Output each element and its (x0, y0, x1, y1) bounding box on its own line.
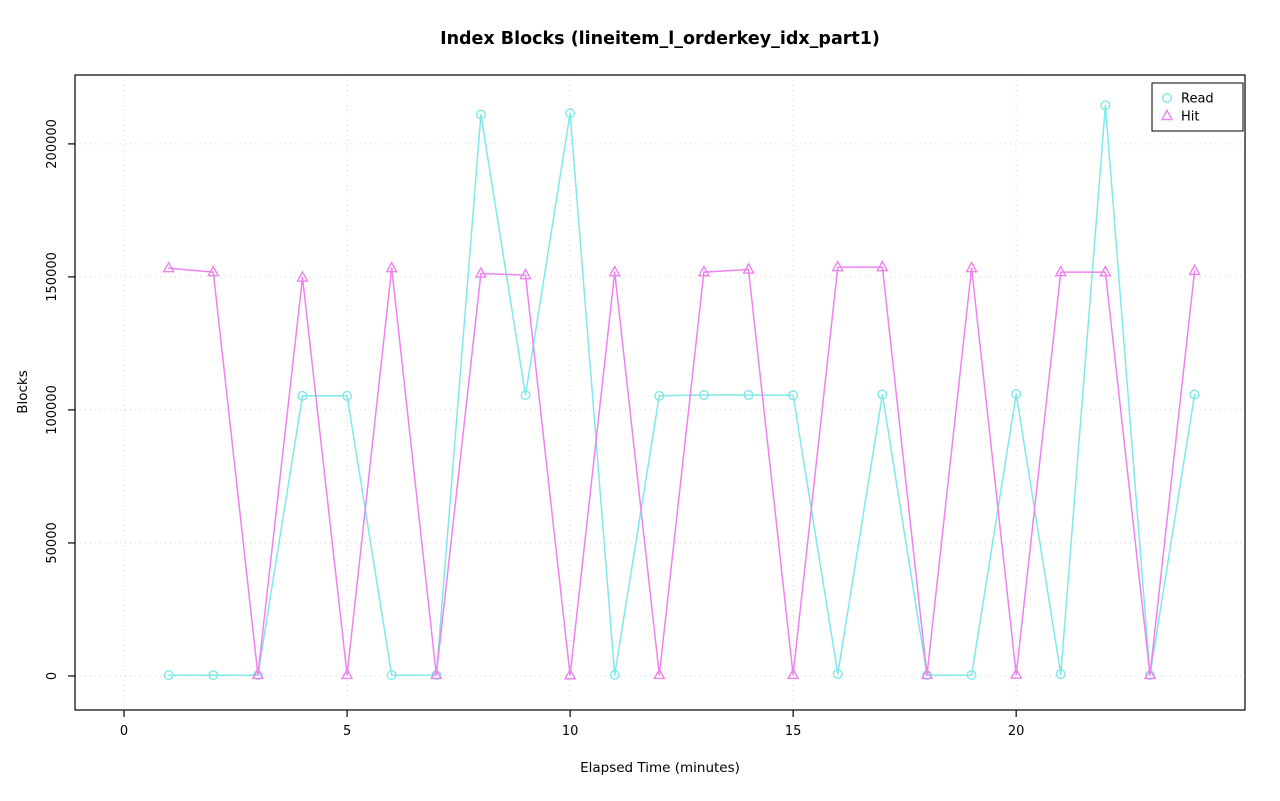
read-marker (788, 390, 799, 401)
hit-marker (831, 260, 844, 272)
hit-marker (385, 261, 398, 273)
hit-marker (1188, 263, 1201, 276)
read-marker (208, 670, 219, 681)
read-marker (342, 390, 353, 401)
read-marker (475, 109, 486, 120)
hit-marker (1099, 265, 1112, 277)
y-axis-title: Blocks (15, 370, 31, 414)
legend-box (1151, 82, 1244, 132)
y-tick-label: 0 (45, 672, 60, 680)
hit-marker (207, 265, 220, 277)
y-tick-label: 150000 (45, 252, 60, 302)
read-marker (565, 108, 576, 119)
series-layer (162, 100, 1201, 681)
legend-label-hit: Hit (1181, 110, 1199, 125)
legend: Read Hit (1151, 82, 1244, 132)
hit-marker (876, 260, 889, 272)
hit-marker (742, 262, 755, 274)
read-marker (877, 389, 888, 400)
read-marker (1100, 100, 1111, 111)
hit-marker (162, 261, 175, 273)
grid-layer (75, 75, 1245, 710)
hit-marker (697, 265, 711, 277)
hit-marker (563, 668, 577, 680)
hit-marker (1009, 667, 1023, 679)
read-marker (297, 390, 308, 401)
read-line (167, 104, 1196, 676)
y-tick-label: 100000 (45, 385, 60, 435)
read-marker (609, 669, 620, 680)
hit-marker (608, 265, 621, 277)
hit-marker (519, 267, 532, 280)
x-tick-label: 0 (120, 724, 128, 739)
x-tick-label: 15 (785, 724, 802, 739)
x-tick-label: 10 (562, 724, 579, 739)
read-marker (832, 669, 843, 680)
hit-line (167, 266, 1196, 676)
read-marker (520, 390, 531, 401)
x-axis-title: Elapsed Time (minutes) (580, 760, 740, 776)
legend-marker-hit (1160, 108, 1174, 121)
y-tick-label: 200000 (45, 119, 60, 169)
read-marker (743, 390, 754, 401)
hit-marker (786, 667, 800, 680)
chart-title: Index Blocks (lineitem_l_orderkey_idx_pa… (440, 29, 880, 49)
plot-box (74, 74, 1246, 711)
hit-marker (340, 667, 354, 680)
hit-marker (251, 667, 265, 680)
hit-marker (653, 667, 666, 680)
y-tick-label: 50000 (45, 522, 60, 563)
hit-marker (474, 266, 488, 278)
x-tick-label: 5 (343, 724, 351, 739)
legend-marker-read (1161, 92, 1172, 103)
hit-marker (1143, 667, 1157, 680)
axis-layer: 0 5 10 15 20 0 50000 100000 150000 200000 (45, 119, 1024, 739)
hit-marker (296, 270, 309, 282)
hit-marker (965, 261, 978, 273)
read-marker (386, 670, 397, 681)
read-marker (966, 670, 977, 681)
read-marker (163, 670, 174, 681)
hit-marker (920, 667, 934, 680)
legend-label-read: Read (1181, 92, 1214, 107)
x-tick-label: 20 (1008, 724, 1025, 739)
read-marker (698, 390, 709, 401)
read-marker (1189, 389, 1200, 400)
hit-marker (430, 667, 443, 680)
read-marker (654, 390, 665, 401)
read-marker (1055, 669, 1066, 680)
read-marker (1011, 388, 1022, 399)
hit-marker (1054, 265, 1067, 277)
